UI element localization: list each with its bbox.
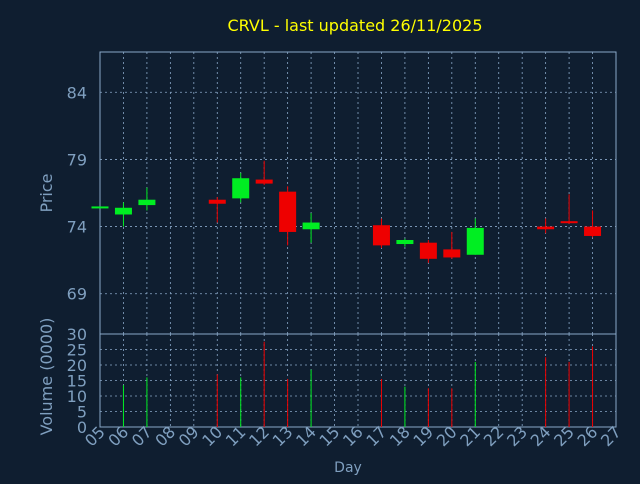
volume-tick-label: 20 <box>67 356 87 375</box>
candle-body <box>537 226 555 230</box>
volume-axis-label: Volume (0000) <box>37 318 56 436</box>
volume-tick-label: 30 <box>67 325 87 344</box>
x-axis-label: Day <box>334 460 362 476</box>
price-axis-label: Price <box>37 173 56 212</box>
volume-tick-label: 5 <box>77 403 87 422</box>
volume-panel: 0510152025300506070809101112131415161718… <box>67 325 625 450</box>
candle-body <box>255 179 273 184</box>
candle-body <box>138 199 156 206</box>
candle-body <box>302 222 320 230</box>
chart-title: CRVL - last updated 26/11/2025 <box>228 16 483 35</box>
candle-body <box>419 242 437 259</box>
volume-tick-label: 10 <box>67 387 87 406</box>
candle-body <box>372 225 390 246</box>
candle-body <box>208 199 226 204</box>
price-tick-label: 84 <box>67 83 87 102</box>
candle-body <box>91 206 109 209</box>
candle-body <box>584 226 602 236</box>
candle-body <box>232 178 250 199</box>
candle-body <box>396 240 414 245</box>
volume-tick-label: 15 <box>67 372 87 391</box>
price-tick-label: 69 <box>67 285 87 304</box>
price-panel: 69 74 79 84 <box>67 51 617 335</box>
candle-body <box>466 227 484 255</box>
candle-body <box>560 221 578 224</box>
volume-tick-label: 25 <box>67 341 87 360</box>
price-tick-label: 79 <box>67 150 87 169</box>
candle-body <box>443 249 461 258</box>
candle-body <box>279 191 297 232</box>
volume-tick-label: 0 <box>77 418 87 437</box>
price-tick-label: 74 <box>67 218 87 237</box>
candle-body <box>114 207 132 215</box>
